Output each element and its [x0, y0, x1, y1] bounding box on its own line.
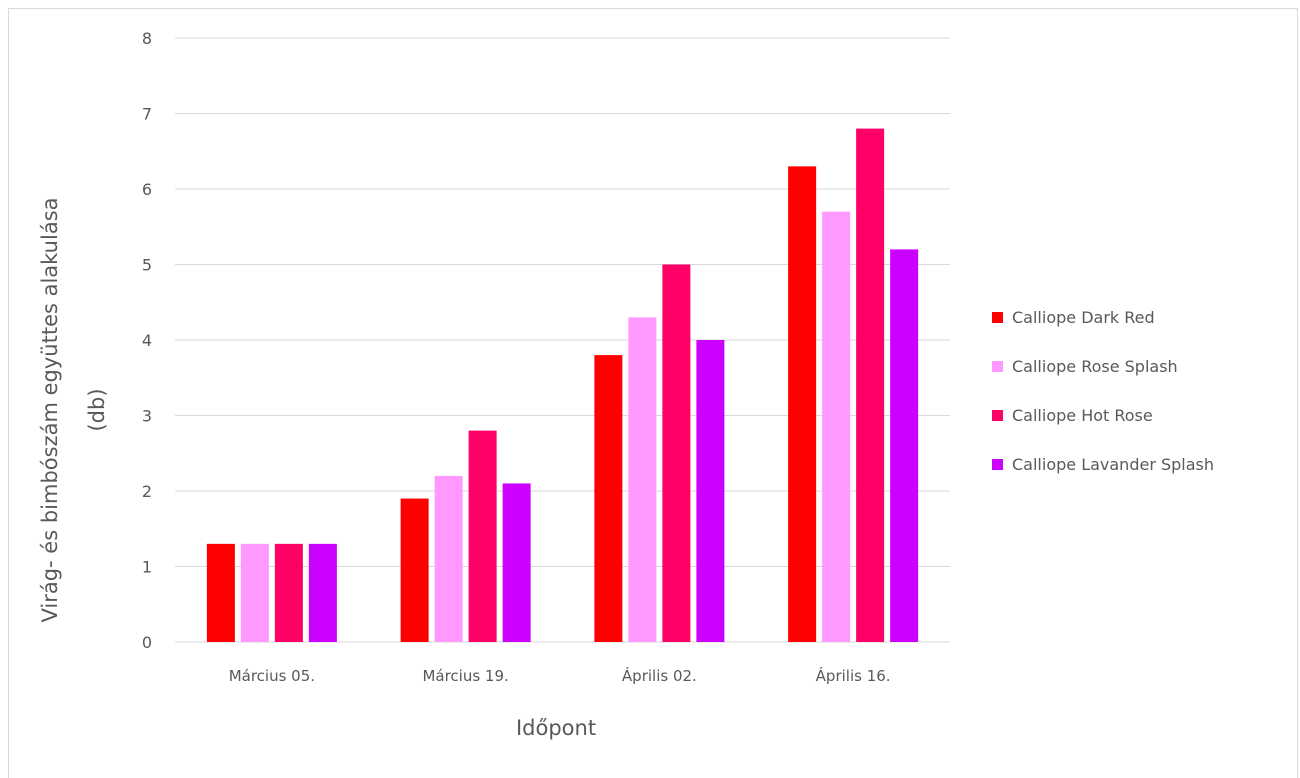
x-tick-label: Április 02.: [622, 666, 697, 685]
y-axis-title: Virág- és bimbószám együttes alakulása (…: [38, 197, 109, 622]
bar-2-4: [822, 211, 851, 642]
y-tick-label: 5: [142, 256, 152, 275]
bar-1-3: [594, 355, 623, 642]
bar-1-4: [788, 166, 817, 642]
bar-3-4: [856, 128, 885, 643]
legend-label: Calliope Hot Rose: [1012, 406, 1153, 425]
y-tick-label: 8: [142, 29, 152, 48]
bars: [206, 128, 919, 643]
chart-frame: [8, 8, 1298, 778]
legend-swatch: [992, 410, 1003, 421]
bar-3-2: [468, 430, 497, 642]
y-axis-title-line-2: (db): [85, 388, 109, 431]
y-tick-label: 1: [142, 558, 152, 577]
y-tick-labels: 0 1 2 3 4 5 6 7 8: [142, 29, 152, 652]
legend-item: Calliope Lavander Splash: [992, 455, 1214, 474]
bar-2-3: [628, 317, 657, 642]
y-tick-label: 7: [142, 105, 152, 124]
legend-label: Calliope Dark Red: [1012, 308, 1155, 327]
legend-item: Calliope Rose Splash: [992, 357, 1178, 376]
bar-4-3: [696, 340, 725, 642]
y-tick-label: 0: [142, 633, 152, 652]
legend-label: Calliope Lavander Splash: [1012, 455, 1214, 474]
x-tick-label: Március 05.: [229, 667, 315, 685]
bar-1-1: [206, 543, 235, 642]
bar-2-1: [240, 543, 269, 642]
legend-item: Calliope Hot Rose: [992, 406, 1153, 425]
x-tick-labels: Március 05. Március 19. Április 02. Április…: [229, 666, 891, 685]
y-axis-title-line-1: Virág- és bimbószám együttes alakulása: [38, 197, 62, 622]
bar-1-2: [400, 498, 429, 642]
y-tick-label: 3: [142, 407, 152, 426]
bar-3-3: [662, 264, 691, 642]
legend: Calliope Dark Red Calliope Rose Splash Cal…: [992, 308, 1214, 474]
bar-2-2: [434, 475, 463, 642]
y-tick-label: 4: [142, 331, 152, 350]
bar-4-1: [308, 543, 337, 642]
bar-4-2: [502, 483, 531, 642]
legend-item: Calliope Dark Red: [992, 308, 1155, 327]
x-tick-label: Április 16.: [816, 666, 891, 685]
legend-swatch: [992, 312, 1003, 323]
y-tick-label: 6: [142, 180, 152, 199]
bar-4-4: [890, 249, 919, 642]
bar-3-1: [274, 543, 303, 642]
x-axis-title: Időpont: [516, 716, 596, 740]
y-tick-label: 2: [142, 482, 152, 501]
legend-swatch: [992, 361, 1003, 372]
legend-label: Calliope Rose Splash: [1012, 357, 1178, 376]
gridlines: [175, 37, 950, 643]
x-tick-label: Március 19.: [422, 667, 508, 685]
legend-swatch: [992, 459, 1003, 470]
